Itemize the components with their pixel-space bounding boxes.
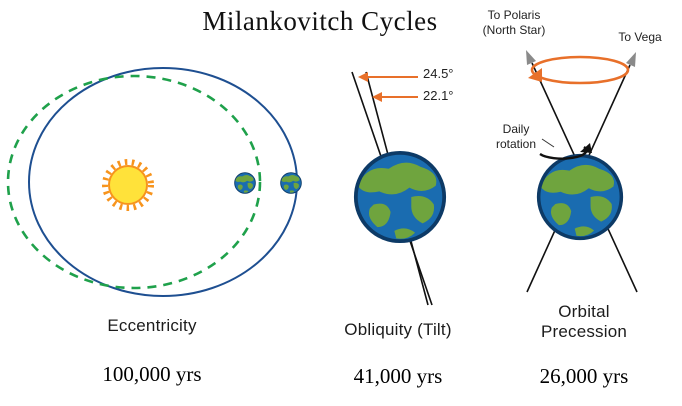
precession-ellipse-arrow	[528, 55, 630, 85]
precession-period: 26,000 yrs	[539, 364, 629, 388]
angle-label-outer: 24.5°	[423, 66, 454, 81]
tilt-arrow-outer	[358, 72, 418, 82]
angle-label-inner: 22.1°	[423, 88, 454, 103]
eccentricity-label: Eccentricity	[107, 316, 197, 335]
diagram-title: Milankovitch Cycles	[202, 6, 438, 36]
obliquity-label: Obliquity (Tilt)	[344, 320, 452, 339]
daily-rotation-arrow	[539, 138, 592, 160]
precession-panel	[526, 50, 638, 293]
orbit-ellipse-circular	[28, 67, 298, 297]
orbit-ellipse-eccentric	[6, 74, 262, 290]
obliquity-period: 41,000 yrs	[353, 364, 443, 388]
to-polaris-line2: (North Star)	[482, 23, 546, 37]
daily-rotation-line1: Daily	[502, 122, 530, 136]
to-polaris-label: To Polaris (North Star)	[468, 8, 560, 38]
earth-icon-near	[235, 173, 256, 194]
daily-rotation-label: Daily rotation	[486, 122, 546, 152]
to-polaris-line1: To Polaris	[487, 8, 541, 22]
earth-icon-far	[281, 173, 302, 194]
tilt-arrow-inner	[372, 92, 418, 102]
obliquity-panel	[351, 71, 444, 306]
eccentricity-period: 100,000 yrs	[102, 362, 202, 386]
eccentricity-panel	[6, 67, 302, 297]
precession-label: Orbital Precession	[540, 302, 628, 341]
earth-icon-precession	[539, 156, 622, 239]
sun-icon	[102, 159, 154, 211]
to-vega-label: To Vega	[618, 30, 662, 44]
daily-rotation-line2: rotation	[495, 137, 537, 151]
earth-icon-obliquity	[356, 153, 444, 241]
